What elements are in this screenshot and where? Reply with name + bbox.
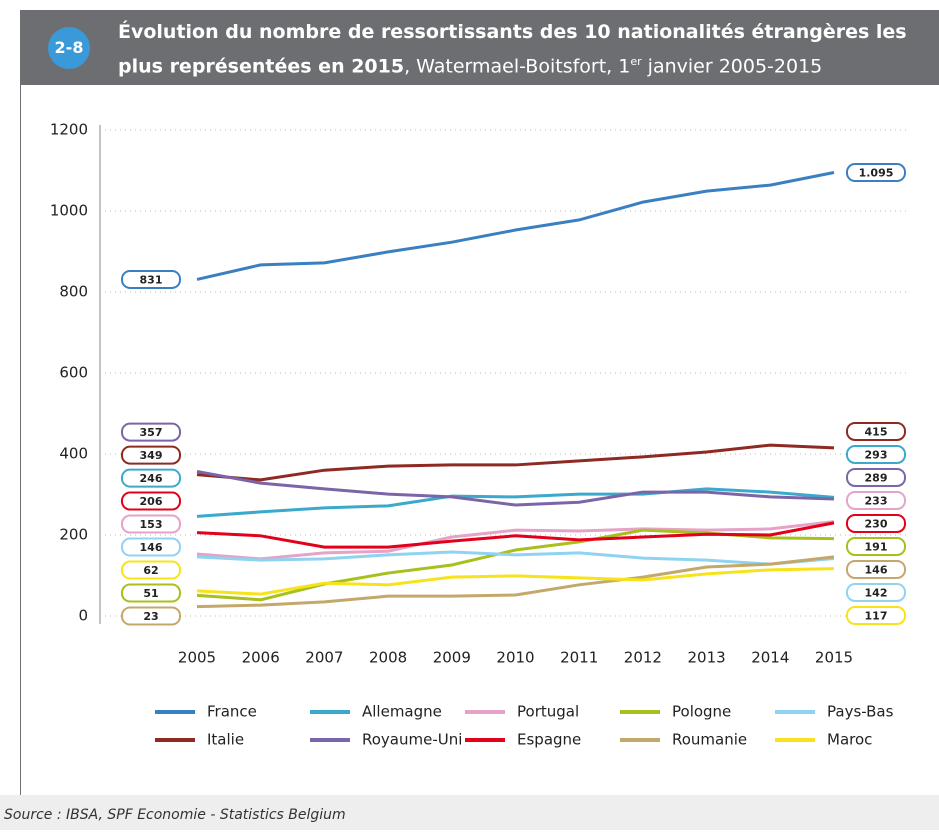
value-label: 146 bbox=[140, 541, 163, 554]
title-sup: er bbox=[630, 55, 642, 68]
legend-label: Maroc bbox=[827, 731, 872, 749]
value-label-box bbox=[121, 422, 181, 442]
chart: 0 200 400 600 800 1000 1200 2005 2006 2007 2008 200… bbox=[50, 121, 910, 749]
value-label: 230 bbox=[865, 517, 888, 530]
badge: 2-8 bbox=[48, 27, 90, 69]
value-label: 146 bbox=[865, 563, 888, 576]
value-label-box bbox=[121, 537, 181, 557]
y-tick-label: 600 bbox=[59, 364, 88, 382]
source: Source : IBSA, SPF Economie - Statistics… bbox=[0, 795, 939, 830]
x-tick-label: 2015 bbox=[815, 649, 853, 667]
legend-label: Pologne bbox=[672, 703, 731, 721]
value-label-box bbox=[846, 467, 906, 487]
x-tick-label: 2007 bbox=[305, 649, 343, 667]
x-tick-label: 2008 bbox=[369, 649, 407, 667]
value-label-box bbox=[121, 269, 181, 289]
y-tick-label: 200 bbox=[59, 526, 88, 544]
value-label-box bbox=[121, 514, 181, 534]
x-tick-label: 2010 bbox=[496, 649, 534, 667]
value-label-box bbox=[846, 605, 906, 625]
series-line bbox=[196, 171, 835, 281]
value-label-box bbox=[846, 421, 906, 441]
value-label: 293 bbox=[865, 448, 888, 461]
value-label-box bbox=[846, 559, 906, 579]
series-line bbox=[196, 469, 835, 507]
series-line bbox=[196, 555, 835, 609]
value-label-box bbox=[121, 445, 181, 465]
x-tick-label: 2013 bbox=[688, 649, 726, 667]
series-line bbox=[196, 550, 835, 566]
value-label: 1.095 bbox=[859, 167, 894, 180]
x-tick-label: 2009 bbox=[433, 649, 471, 667]
value-label: 153 bbox=[140, 518, 163, 531]
legend-label: Portugal bbox=[517, 703, 579, 721]
title-bold: Évolution du nombre de ressortissants de… bbox=[118, 21, 907, 78]
value-label: 357 bbox=[140, 426, 163, 439]
value-label-box bbox=[121, 468, 181, 488]
value-label: 415 bbox=[865, 425, 888, 438]
series-line bbox=[196, 520, 835, 561]
value-label: 246 bbox=[140, 472, 163, 485]
title: Évolution du nombre de ressortissants de… bbox=[118, 18, 933, 81]
value-label-box bbox=[121, 583, 181, 603]
legend-label: Pays-Bas bbox=[827, 703, 894, 721]
value-label: 289 bbox=[865, 471, 888, 484]
value-label-box bbox=[846, 490, 906, 510]
legend-label: Roumanie bbox=[672, 731, 747, 749]
x-tick-label: 2011 bbox=[560, 649, 598, 667]
value-label-box bbox=[846, 513, 906, 533]
value-label: 206 bbox=[140, 495, 163, 508]
series-line bbox=[196, 567, 835, 596]
value-label: 233 bbox=[865, 494, 888, 507]
x-tick-label: 2012 bbox=[624, 649, 662, 667]
y-tick-label: 1200 bbox=[50, 121, 88, 139]
series-line bbox=[196, 443, 835, 482]
legend-label: Espagne bbox=[517, 731, 581, 749]
legend-label: Italie bbox=[207, 731, 244, 749]
frame-line bbox=[20, 85, 21, 795]
title-rest: , Watermael-Boitsfort, 1 bbox=[404, 55, 631, 78]
series-line bbox=[196, 521, 835, 549]
series-line bbox=[196, 487, 835, 518]
value-label: 142 bbox=[865, 586, 888, 599]
y-tick-label: 800 bbox=[59, 283, 88, 301]
value-label: 23 bbox=[143, 610, 158, 623]
value-label-box bbox=[846, 582, 906, 602]
value-label-box bbox=[121, 606, 181, 626]
y-tick-label: 400 bbox=[59, 445, 88, 463]
legend-label: Royaume-Uni bbox=[362, 731, 462, 749]
x-tick-label: 2014 bbox=[751, 649, 789, 667]
value-label-box bbox=[846, 444, 906, 464]
value-label: 191 bbox=[865, 540, 888, 553]
value-label: 349 bbox=[140, 449, 163, 462]
legend-label: France bbox=[207, 703, 257, 721]
y-tick-label: 1000 bbox=[50, 202, 88, 220]
value-label-box bbox=[846, 536, 906, 556]
x-tick-label: 2006 bbox=[242, 649, 280, 667]
value-label: 51 bbox=[143, 587, 158, 600]
legend-label: Allemagne bbox=[362, 703, 442, 721]
title-end: janvier 2005-2015 bbox=[641, 55, 823, 78]
value-label-box bbox=[121, 491, 181, 511]
x-tick-label: 2005 bbox=[178, 649, 216, 667]
value-label: 117 bbox=[865, 609, 888, 622]
value-label-box bbox=[846, 163, 906, 183]
header-bar bbox=[20, 10, 939, 85]
y-tick-label: 0 bbox=[78, 607, 88, 625]
value-label: 62 bbox=[143, 564, 158, 577]
value-label: 831 bbox=[140, 273, 163, 286]
value-label-box bbox=[121, 560, 181, 580]
